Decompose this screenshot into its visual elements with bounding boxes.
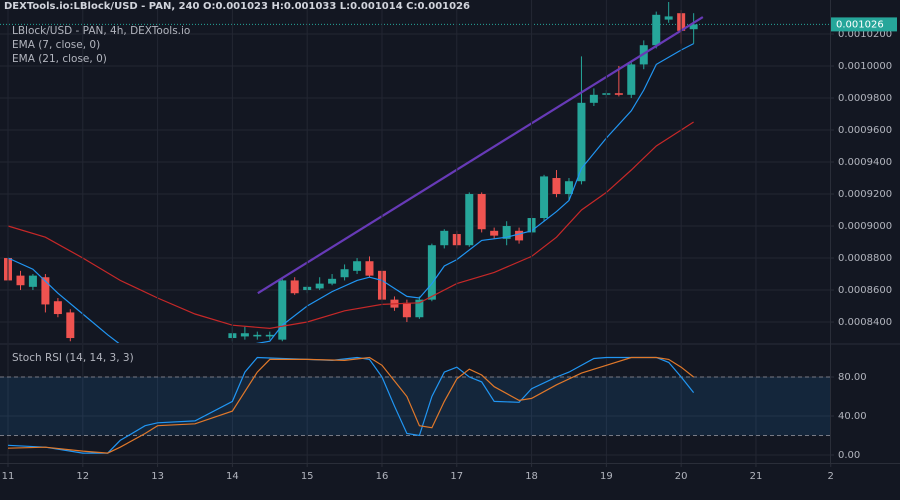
legend-entry: EMA (7, close, 0) <box>12 39 100 51</box>
line-series <box>7 43 694 343</box>
symbol-legend: LBlock/USD - PAN, 4h, DEXTools.io <box>12 25 190 37</box>
candle-body <box>365 261 374 276</box>
candle-body <box>664 16 673 20</box>
x-tick-label: 18 <box>525 471 538 482</box>
x-tick-label: 21 <box>750 471 763 482</box>
candle-body <box>328 278 337 284</box>
stoch-panel <box>0 345 830 463</box>
x-tick-label: 15 <box>301 471 314 482</box>
y-tick-label: 80.00 <box>838 372 867 383</box>
candle-body <box>290 280 299 294</box>
line-series <box>7 356 695 454</box>
candle-body <box>53 301 62 315</box>
candle-body <box>564 181 573 195</box>
candle-body <box>540 176 549 219</box>
x-tick-label: 14 <box>226 471 239 482</box>
candle-body <box>278 280 287 340</box>
y-tick-label: 0.0010000 <box>838 61 892 72</box>
candle-body <box>627 64 636 95</box>
y-tick-label: 0.0009800 <box>838 93 892 104</box>
candle-body <box>240 333 249 337</box>
candle-body <box>66 312 75 339</box>
line-series <box>7 356 694 454</box>
candle-body <box>402 302 411 318</box>
trendline <box>257 16 704 295</box>
candle-body <box>16 275 25 286</box>
y-tick-label: 0.0008400 <box>838 317 892 328</box>
x-tick-label: 16 <box>376 471 389 482</box>
y-tick-label: 0.00 <box>838 450 860 461</box>
y-tick-label: 0.0009000 <box>838 221 892 232</box>
last-price-box <box>831 17 897 32</box>
candle-body <box>552 178 561 195</box>
candle-body <box>41 277 50 305</box>
candle-body <box>440 230 449 246</box>
y-tick-label: 0.0010200 <box>838 29 892 40</box>
y-tick-label: 40.00 <box>838 411 867 422</box>
candle-body <box>689 24 698 30</box>
candle-body <box>577 102 586 182</box>
y-tick-label: 0.0009200 <box>838 189 892 200</box>
y-tick-label: 0.0008600 <box>838 285 892 296</box>
candle-body <box>515 230 524 241</box>
candle-body <box>415 299 424 318</box>
candle-body <box>265 334 274 337</box>
chart-title: DEXTools.io:LBlock/USD - PAN, 240 O:0.00… <box>4 1 470 12</box>
candle-body <box>477 194 486 230</box>
candle-body <box>589 94 598 103</box>
indicator-title: Stoch RSI (14, 14, 3, 3) <box>12 352 134 364</box>
candle-body <box>502 226 511 239</box>
last-price-label: 0.001026 <box>836 19 884 30</box>
candle-body <box>28 275 37 287</box>
x-tick-label: 19 <box>600 471 613 482</box>
candle-body <box>427 245 436 300</box>
x-tick-label: 11 <box>2 471 15 482</box>
candle-body <box>340 269 349 278</box>
candle-body <box>353 261 362 271</box>
price-panel <box>0 0 830 343</box>
line-series <box>7 121 694 330</box>
x-tick-label: 13 <box>151 471 164 482</box>
x-tick-label: 17 <box>450 471 463 482</box>
candle-body <box>652 14 661 46</box>
candle-body <box>253 334 262 337</box>
y-tick-label: 0.0009400 <box>838 157 892 168</box>
axes: DEXTools.io:LBlock/USD - PAN, 240 O:0.00… <box>0 0 900 482</box>
candle-body <box>315 283 324 289</box>
band-fill <box>0 376 830 436</box>
candle-body <box>614 93 623 95</box>
x-tick-label: 20 <box>675 471 688 482</box>
x-tick-label: 12 <box>76 471 89 482</box>
y-tick-label: 0.0009600 <box>838 125 892 136</box>
candle-body <box>465 194 474 246</box>
candle-body <box>490 230 499 236</box>
x-tick-label: 2 <box>828 471 834 482</box>
y-tick-label: 0.0008800 <box>838 253 892 264</box>
legend-entry: EMA (21, close, 0) <box>12 53 107 65</box>
